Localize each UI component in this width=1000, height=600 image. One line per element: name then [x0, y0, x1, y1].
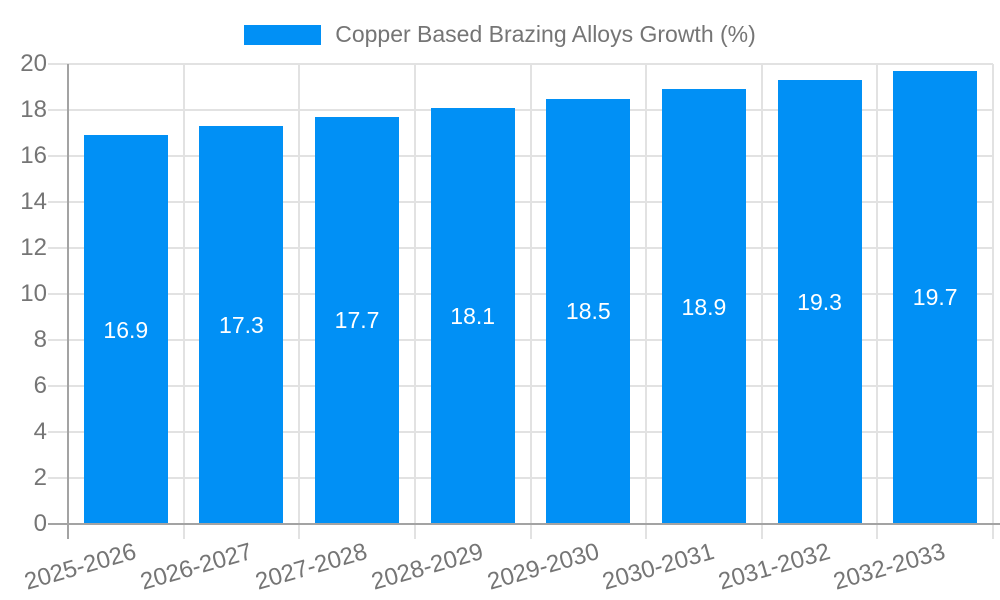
bar[interactable] [546, 98, 631, 524]
y-tick-label: 6 [33, 372, 47, 399]
gridline-vertical [182, 64, 185, 524]
bar[interactable] [83, 135, 168, 524]
y-tick-label: 18 [20, 96, 47, 123]
legend-series-label: Copper Based Brazing Alloys Growth (%) [335, 21, 756, 47]
x-tick-label: 2031-2032 [715, 538, 834, 596]
y-axis-tick [48, 155, 68, 157]
x-axis-tick [645, 524, 648, 539]
y-tick-label: 12 [20, 234, 47, 261]
gridline-vertical [529, 64, 532, 524]
x-tick-label: 2027-2028 [252, 538, 371, 596]
y-tick-label: 10 [20, 280, 47, 307]
bar[interactable] [199, 126, 284, 524]
legend-item[interactable]: Copper Based Brazing Alloys Growth (%) [0, 21, 1000, 48]
gridline-vertical [992, 64, 994, 524]
y-axis-tick [48, 385, 68, 387]
y-axis-tick [48, 477, 68, 479]
y-axis-tick [48, 201, 68, 203]
y-tick-label: 20 [20, 50, 47, 77]
bar[interactable] [777, 80, 862, 524]
x-tick-label: 2028-2029 [368, 538, 487, 596]
x-axis-tick [413, 524, 416, 539]
y-tick-label: 2 [33, 464, 47, 491]
gridline-vertical [645, 64, 648, 524]
y-axis-tick [48, 247, 68, 249]
bar[interactable] [430, 107, 515, 524]
y-tick-label: 8 [33, 326, 47, 353]
x-tick-label: 2032-2033 [830, 538, 949, 596]
x-axis-tick [182, 524, 185, 539]
y-tick-label: 0 [33, 510, 47, 537]
x-axis-tick [876, 524, 879, 539]
gridline-vertical [413, 64, 416, 524]
x-axis-tick [529, 524, 532, 539]
plot-area: 0 2 4 6 8 10 12 14 16 18 20 16.9 2025-2026 17.3 2026-2… [20, 50, 1000, 596]
gridline-vertical [298, 64, 301, 524]
x-tick-label: 2026-2027 [137, 538, 255, 596]
y-tick-label: 4 [33, 418, 47, 445]
x-tick-label: 2029-2030 [483, 538, 602, 596]
x-tick-label: 2025-2026 [21, 538, 140, 596]
bar[interactable] [315, 116, 400, 524]
bar[interactable] [661, 89, 746, 524]
x-axis-line [48, 523, 1000, 525]
gridline-vertical [760, 64, 763, 524]
y-tick-label: 14 [20, 188, 47, 215]
x-axis-tick [298, 524, 301, 539]
bar[interactable] [893, 70, 978, 524]
x-tick-label: 2030-2031 [599, 538, 718, 596]
y-axis-tick [48, 109, 68, 111]
gridline-vertical [876, 64, 879, 524]
y-axis-tick [48, 431, 68, 433]
x-axis-tick [760, 524, 763, 539]
y-axis-tick [48, 339, 68, 341]
legend-swatch [244, 24, 322, 45]
y-axis-tick [48, 63, 68, 65]
y-tick-label: 16 [20, 142, 47, 169]
x-axis-tick [992, 524, 994, 539]
y-axis-line [67, 64, 69, 539]
y-axis-tick [48, 293, 68, 295]
